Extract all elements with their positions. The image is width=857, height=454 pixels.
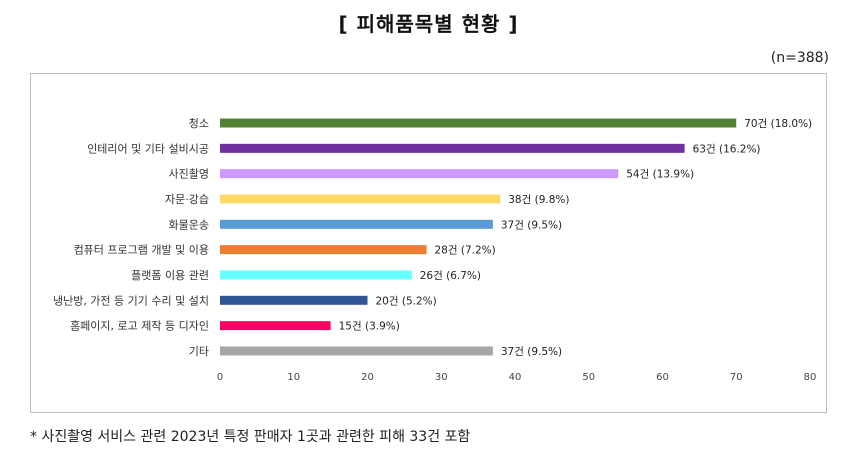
category-label: 홈페이지, 로고 제작 등 디자인 [70,319,209,333]
bar [220,270,412,280]
bar [220,346,493,356]
x-tick-label: 60 [656,372,669,383]
sample-size-note: (n=388) [770,50,829,66]
x-tick-label: 50 [582,372,595,383]
x-tick-label: 80 [804,372,817,383]
data-label: 37건 (9.5%) [501,346,562,358]
category-label: 화물운송 [169,218,209,231]
chart-title: [ 피해품목별 현황 ] [338,12,519,36]
bar [220,143,685,153]
x-tick-label: 70 [730,372,743,383]
category-label: 플랫폼 이용 관련 [131,269,209,282]
category-label: 사진촬영 [169,168,209,181]
data-label: 38건 (9.8%) [508,194,569,206]
bar [220,118,737,128]
bar [220,169,619,179]
data-label: 28건 (7.2%) [435,245,496,257]
bars-layer [220,118,737,356]
data-label: 37건 (9.5%) [501,219,562,231]
bar [220,295,368,305]
category-label: 인테리어 및 기타 설비시공 [87,142,209,155]
bar [220,219,493,229]
data-label: 15건 (3.9%) [339,321,400,333]
x-tick-label: 10 [287,372,300,383]
category-label: 냉난방, 가전 등 기기 수리 및 설치 [53,294,209,307]
bar [220,194,501,204]
category-label: 자문·강습 [165,193,209,206]
category-label: 청소 [189,117,209,130]
category-label: 기타 [189,345,209,358]
data-label: 70건 (18.0%) [744,118,812,130]
bar [220,245,427,255]
data-label: 26건 (6.7%) [420,270,481,282]
x-tick-label: 30 [435,372,448,383]
data-label: 63건 (16.2%) [693,143,761,155]
category-label: 컴퓨터 프로그램 개발 및 이용 [74,244,209,257]
value-labels: 70건 (18.0%) 63건 (16.2%) 54건 (13.9%) 38건 (9.… [339,118,813,358]
data-label: 20건 (5.2%) [376,295,437,307]
data-label: 54건 (13.9%) [626,169,694,181]
x-axis-ticks: 0 10 20 30 40 50 60 70 80 [217,372,817,383]
x-tick-label: 40 [509,372,522,383]
footnote: * 사진촬영 서비스 관련 2023년 특정 판매자 1곳과 관련한 피해 33… [30,429,471,445]
x-tick-label: 0 [217,372,223,383]
bar [220,321,331,331]
x-tick-label: 20 [361,372,374,383]
